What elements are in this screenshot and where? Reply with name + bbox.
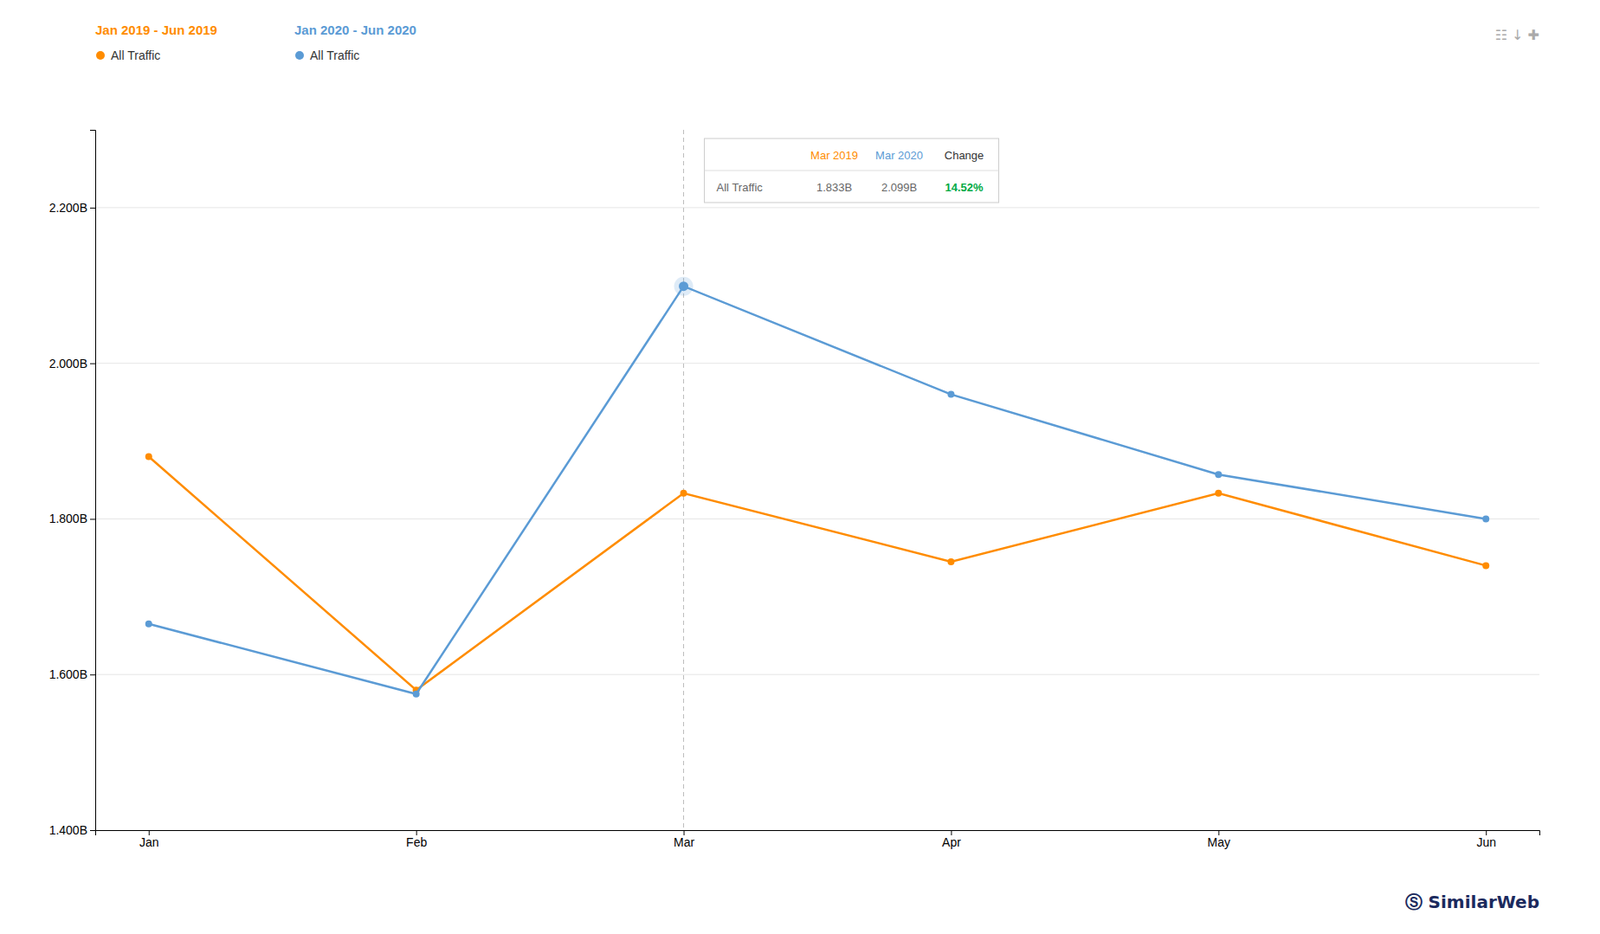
x-tick: Apr: [941, 830, 962, 850]
focus-line: [683, 129, 684, 831]
series-point: [412, 690, 420, 698]
y-tick-label: 2.000B: [49, 356, 88, 371]
grid-line: [95, 518, 1540, 520]
legend-sublabel: All Traffic: [309, 48, 360, 63]
legend-item: Jan 2019 - Jun 2019 All Traffic: [95, 22, 218, 63]
y-tick: 1.800B: [49, 511, 96, 526]
x-tick-label: Feb: [406, 835, 427, 850]
y-axis: 1.400B 1.600B 1.800B 2.000B 2.200B: [49, 130, 97, 838]
series-point: [145, 620, 153, 628]
tooltip-header: Change: [944, 148, 985, 162]
y-tick: 2.000B: [49, 356, 96, 371]
y-tick-label: 2.200B: [49, 200, 88, 215]
series-point: [1482, 515, 1490, 523]
y-tick: 1.400B: [49, 823, 96, 838]
tooltip-value: 1.833B: [816, 180, 852, 194]
y-tick-mark: [90, 207, 96, 209]
highlight-halo: [674, 277, 694, 297]
plot-area: 1.400B 1.600B 1.800B 2.000B 2.200B Jan Feb Mar A…: [49, 129, 1541, 850]
y-tick-mark: [90, 518, 96, 520]
chart-svg: 1.400B 1.600B 1.800B 2.000B 2.200B Jan Feb Mar A…: [0, 0, 1600, 934]
x-tick-label: Jun: [1476, 835, 1497, 850]
x-tick: Mar: [673, 830, 695, 850]
x-tick: May: [1207, 830, 1231, 850]
legend-sublabel: All Traffic: [110, 48, 161, 63]
y-tick: 1.600B: [49, 667, 96, 682]
y-tick-label: 1.800B: [49, 511, 88, 526]
x-tick: Feb: [406, 830, 427, 850]
legend-swatch: [96, 51, 105, 60]
marks: [145, 129, 1490, 831]
brand-label: Ⓢ SimilarWeb: [1405, 891, 1540, 913]
grid-line: [95, 362, 1540, 364]
y-tick-label: 1.600B: [49, 667, 88, 682]
series-point: [1214, 470, 1222, 478]
legend-label: Jan 2020 - Jun 2020: [294, 22, 417, 38]
tooltip-box: [704, 138, 1000, 203]
y-tick-mark: [90, 363, 96, 365]
series-point: [947, 558, 955, 566]
x-axis: Jan Feb Mar Apr May Jun: [96, 830, 1541, 850]
legend-label: Jan 2019 - Jun 2019: [95, 22, 218, 38]
toolbar-icons: ☷ ↓ ✚: [1495, 26, 1540, 44]
series-line: [148, 457, 1486, 691]
grid-line: [95, 674, 1540, 676]
grid: [95, 207, 1540, 831]
x-tick: Jun: [1476, 830, 1497, 850]
tooltip-value: 14.52%: [945, 180, 985, 194]
x-axis-line: [96, 831, 1541, 837]
tooltip-separator: [704, 170, 1000, 172]
x-tick-label: Mar: [673, 835, 695, 850]
tooltip-header: Mar 2019: [810, 148, 859, 162]
x-tick-label: May: [1207, 835, 1231, 850]
x-tick-label: Jan: [139, 835, 160, 850]
tooltip-row-label: All Traffic: [716, 180, 764, 194]
series-point: [680, 490, 688, 497]
y-tick-label: 1.400B: [49, 823, 88, 838]
series-point: [1214, 490, 1222, 497]
highlight-point: [678, 281, 689, 291]
tooltip: Mar 2019 Mar 2020 Change All Traffic 1.833B 2…: [704, 138, 1000, 203]
y-tick-mark: [90, 674, 96, 676]
x-tick-label: Apr: [941, 835, 962, 850]
tooltip-value: 2.099B: [881, 180, 917, 194]
y-tick: 2.200B: [49, 200, 96, 215]
series-point: [145, 453, 153, 461]
x-tick: Jan: [139, 830, 160, 850]
y-axis-line: [90, 130, 97, 832]
y-tick-mark: [90, 830, 96, 832]
legend-item: Jan 2020 - Jun 2020 All Traffic: [294, 22, 417, 63]
series-line: [148, 286, 1486, 695]
grid-line: [95, 206, 1540, 208]
legend-swatch: [295, 51, 304, 60]
series-point: [947, 391, 955, 399]
tooltip-header: Mar 2020: [875, 148, 923, 162]
series-point: [1482, 561, 1490, 569]
legend: Jan 2019 - Jun 2019All TrafficJan 2020 -…: [95, 22, 417, 63]
